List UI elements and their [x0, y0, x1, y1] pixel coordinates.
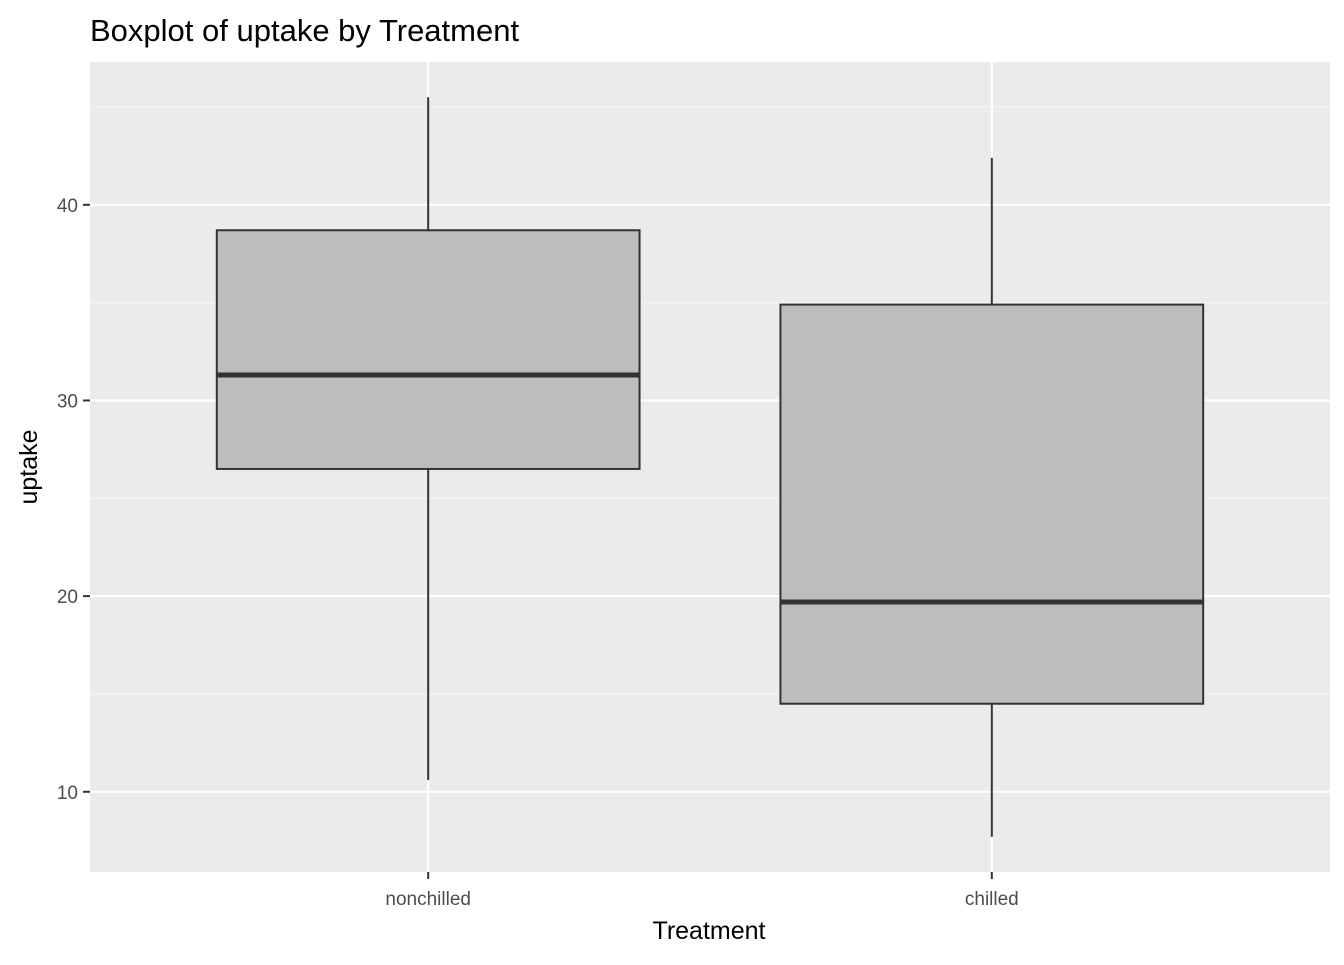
y-tick-label: 10	[57, 783, 78, 804]
x-tick-label: nonchilled	[385, 889, 471, 910]
y-tick-label: 40	[57, 196, 78, 217]
chart-title: Boxplot of uptake by Treatment	[90, 13, 519, 48]
box-chilled	[779, 157, 1205, 837]
box-nonchilled	[215, 97, 641, 781]
y-axis-title: uptake	[15, 429, 43, 504]
iqr-box	[215, 229, 641, 470]
axis-layer: 10 20 30 40 nonchilled chilled	[57, 196, 1019, 910]
x-axis-title: Treatment	[652, 917, 765, 945]
y-tick-label: 20	[57, 587, 78, 608]
x-tick-label: chilled	[965, 889, 1019, 910]
box-layer	[215, 97, 1205, 837]
y-tick-label: 30	[57, 391, 78, 412]
iqr-box	[779, 303, 1205, 705]
